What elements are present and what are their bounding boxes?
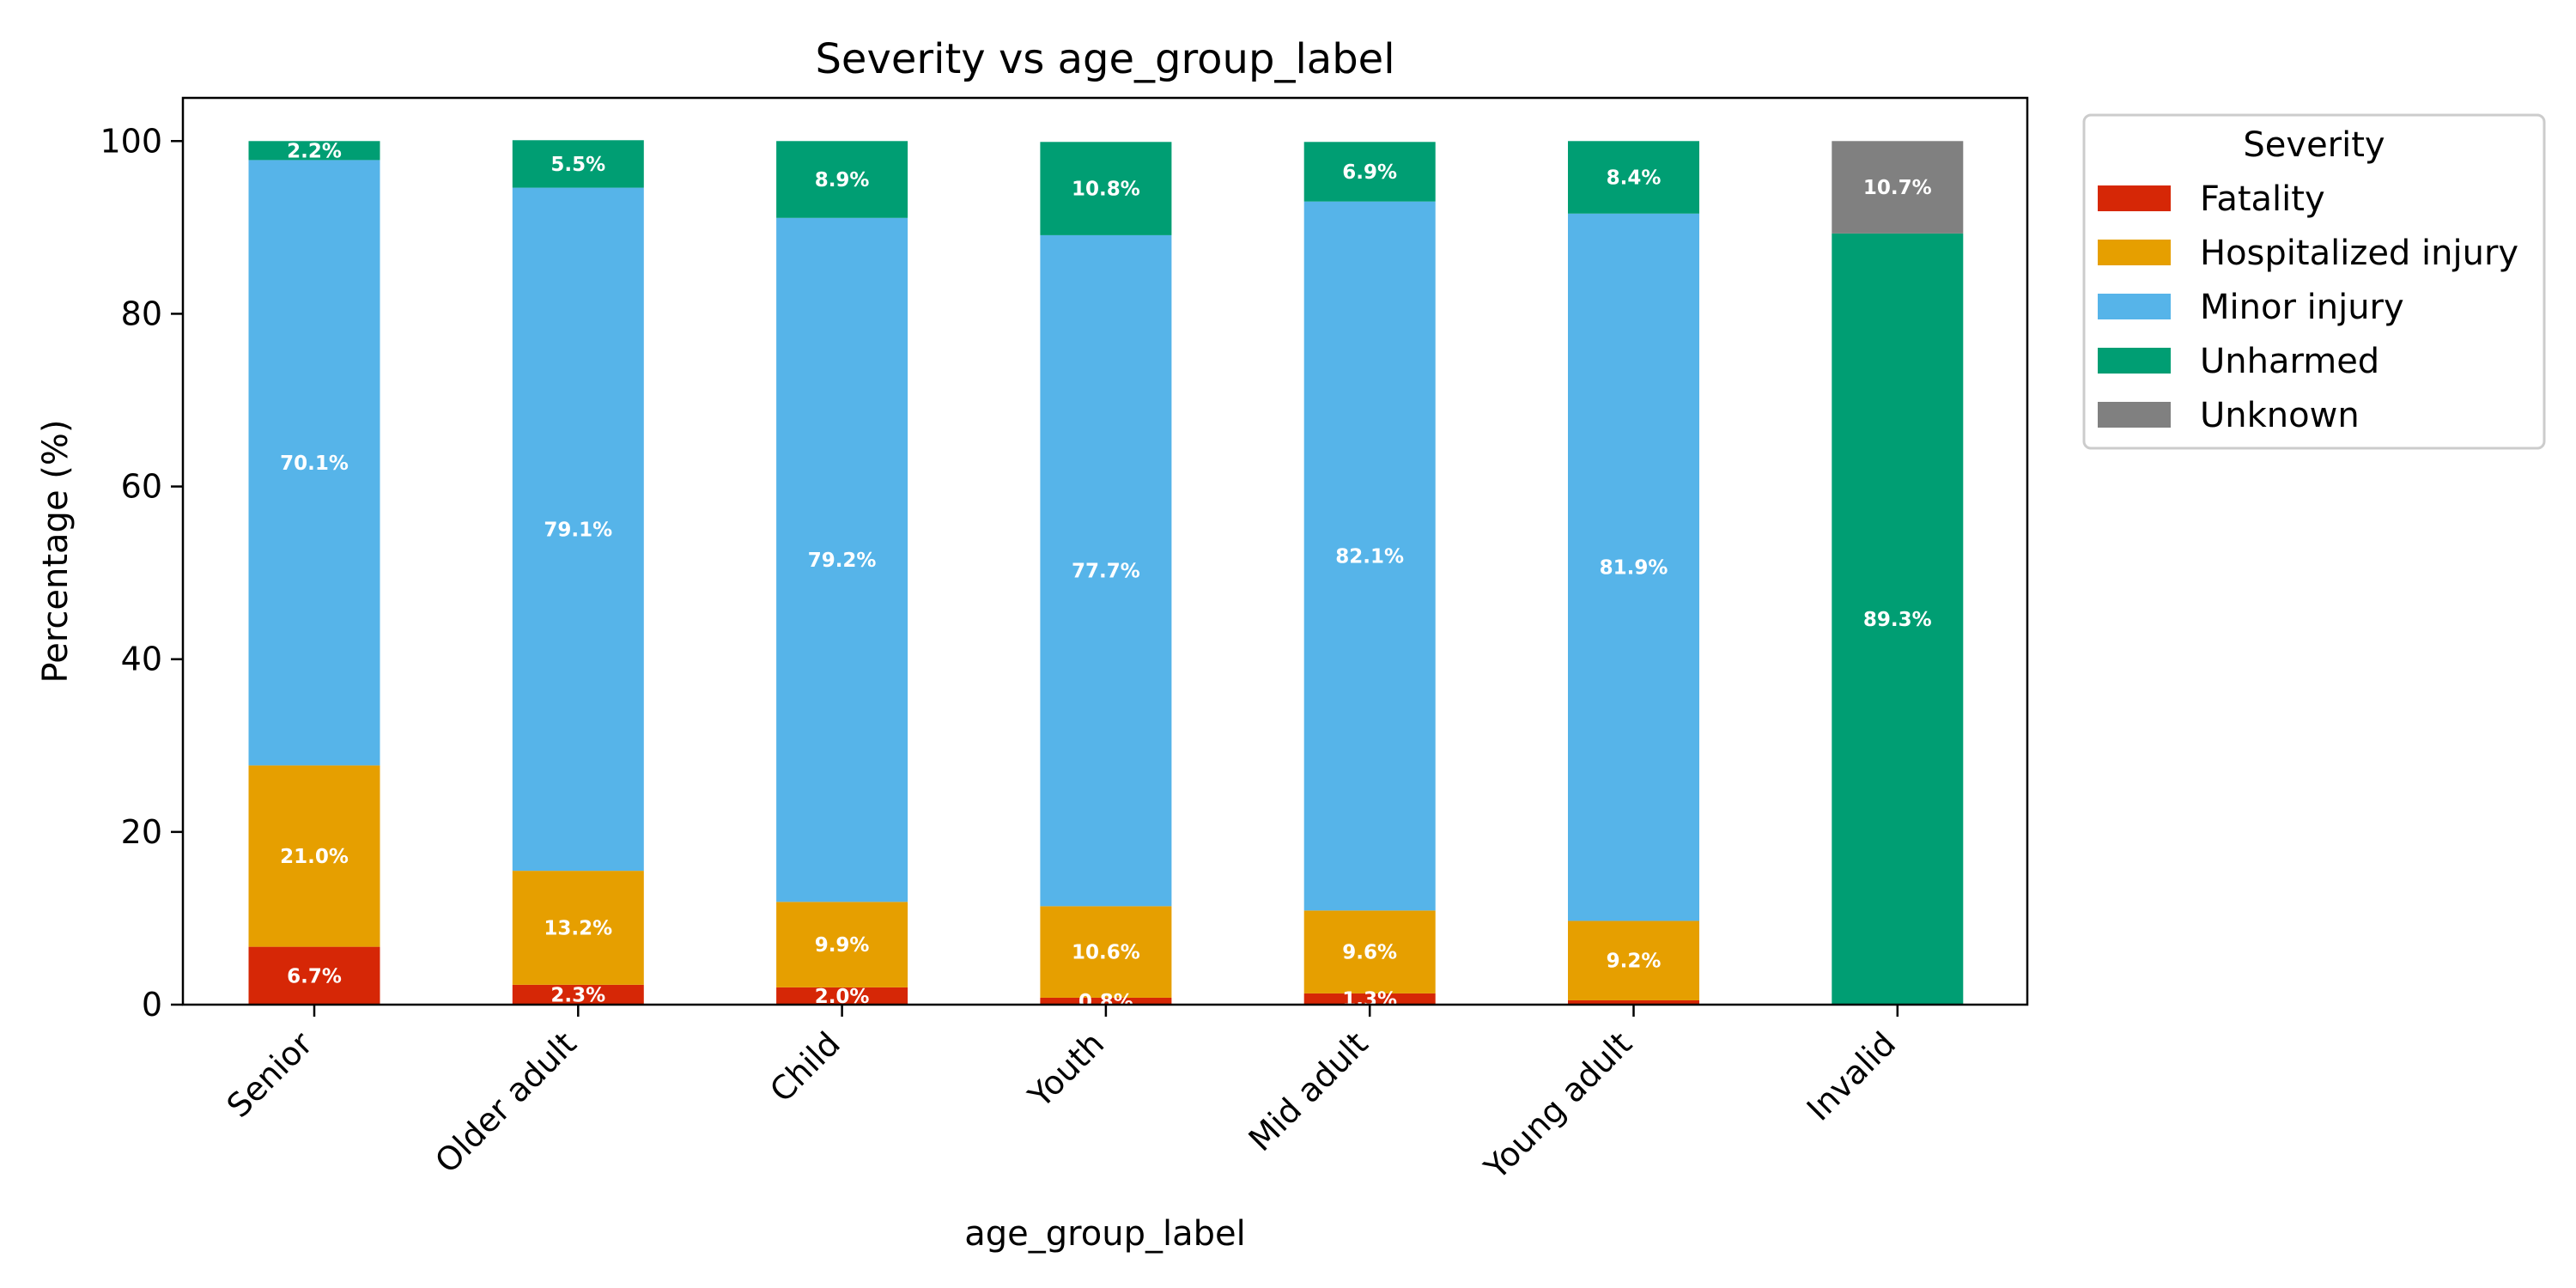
- data-label: 8.9%: [815, 169, 870, 191]
- legend-entry: Unharmed: [2200, 342, 2379, 381]
- x-axis-label: age_group_label: [964, 1214, 1245, 1254]
- bar-segment-unharmed-mid-adult: [1303, 142, 1436, 202]
- bar-segment-minor-injury-child: [776, 217, 908, 902]
- legend-entry: Minor injury: [2200, 288, 2404, 327]
- legend-entry: Fatality: [2200, 179, 2325, 219]
- bar-segment-minor-injury-senior: [248, 160, 380, 766]
- bars-layer: [248, 140, 1964, 1005]
- bar-segment-fatality-child: [776, 987, 908, 1005]
- bar-segment-unharmed-invalid: [1832, 233, 1964, 1005]
- x-axis: Senior Older adult Child Youth Mid adult Youn…: [220, 1005, 1903, 1188]
- y-axis: 0 20 40 60 80 100: [100, 122, 183, 1024]
- x-tick-label: Senior: [220, 1024, 320, 1125]
- data-label: 8.4%: [1607, 167, 1662, 190]
- bar-segment-unknown-invalid: [1832, 141, 1964, 234]
- data-labels-layer: 6.7%21.0%70.1%2.2%2.3%13.2%79.1%5.5%2.0%…: [280, 140, 1932, 1013]
- legend-entry: Unknown: [2200, 396, 2360, 435]
- y-tick-label: 20: [121, 813, 162, 851]
- data-label: 9.9%: [815, 934, 870, 957]
- data-label: 79.1%: [544, 519, 612, 541]
- y-tick-label: 80: [121, 295, 162, 332]
- legend-entry: Hospitalized injury: [2200, 234, 2518, 273]
- legend-box: [2082, 113, 2546, 450]
- y-tick-label: 100: [100, 122, 162, 160]
- bar-segment-unharmed-youth: [1040, 142, 1172, 235]
- x-tick-label: Child: [762, 1024, 848, 1109]
- x-tick-label: Mid adult: [1242, 1024, 1376, 1158]
- y-axis-label: Percentage (%): [36, 420, 76, 683]
- legend-swatch: [2098, 185, 2171, 211]
- data-label: 79.2%: [808, 550, 877, 572]
- bar-segment-minor-injury-mid-adult: [1303, 201, 1436, 911]
- legend: Severity Fatality Hospitalized injury Mino…: [2082, 113, 2546, 450]
- y-tick-label: 0: [142, 986, 162, 1024]
- x-tick-label: Invalid: [1800, 1024, 1903, 1127]
- bar-segment-minor-injury-older-adult: [512, 187, 644, 872]
- data-label: 6.7%: [287, 965, 342, 987]
- data-label: 10.7%: [1863, 177, 1932, 199]
- data-label: 10.6%: [1072, 942, 1140, 964]
- bar-segment-hospitalized-injury-child: [776, 902, 908, 987]
- chart-title: Severity vs age_group_label: [815, 35, 1394, 83]
- bar-segment-hospitalized-injury-young-adult: [1568, 920, 1699, 1000]
- data-label: 6.9%: [1342, 161, 1397, 184]
- data-label: 5.5%: [550, 154, 605, 176]
- bar-segment-hospitalized-injury-mid-adult: [1303, 910, 1436, 993]
- y-tick-label: 60: [121, 468, 162, 506]
- data-label: 10.8%: [1072, 179, 1140, 201]
- x-tick-label: Young adult: [1477, 1024, 1639, 1187]
- legend-swatch: [2098, 240, 2171, 265]
- bar-segment-fatality-youth: [1040, 997, 1172, 1005]
- bar-segment-unharmed-senior: [248, 141, 380, 161]
- data-label: 9.2%: [1607, 951, 1662, 973]
- bar-segment-minor-injury-young-adult: [1568, 213, 1699, 921]
- y-tick-label: 40: [121, 641, 162, 678]
- legend-swatch: [2098, 348, 2171, 374]
- bar-segment-minor-injury-youth: [1040, 234, 1172, 907]
- bar-segment-fatality-young-adult: [1568, 999, 1699, 1005]
- bar-segment-fatality-senior: [248, 946, 380, 1005]
- x-tick-label: Youth: [1021, 1024, 1112, 1115]
- data-label: 9.6%: [1342, 942, 1397, 964]
- data-label: 13.2%: [544, 917, 612, 939]
- bar-segment-unharmed-child: [776, 141, 908, 218]
- legend-swatch: [2098, 402, 2171, 428]
- data-label: 70.1%: [280, 453, 349, 475]
- data-label: 2.2%: [287, 140, 342, 162]
- data-label: 81.9%: [1600, 557, 1668, 580]
- data-label: 21.0%: [280, 846, 349, 868]
- legend-swatch: [2098, 294, 2171, 319]
- data-label: 82.1%: [1335, 546, 1404, 568]
- bar-segment-hospitalized-injury-senior: [248, 765, 380, 947]
- bar-segment-fatality-mid-adult: [1303, 993, 1436, 1005]
- bar-segment-hospitalized-injury-older-adult: [512, 871, 644, 985]
- data-label: 77.7%: [1072, 561, 1140, 583]
- legend-title: Severity: [2243, 125, 2385, 165]
- data-label: 89.3%: [1863, 609, 1932, 631]
- legend-items: Fatality Hospitalized injury Minor injury U…: [2098, 179, 2518, 435]
- bar-segment-unharmed-older-adult: [512, 140, 644, 188]
- data-label: 2.3%: [550, 984, 605, 1006]
- bar-segment-hospitalized-injury-youth: [1040, 906, 1172, 998]
- x-tick-label: Older adult: [428, 1024, 583, 1180]
- bar-segment-unharmed-young-adult: [1568, 141, 1699, 214]
- bar-segment-fatality-older-adult: [512, 984, 644, 1005]
